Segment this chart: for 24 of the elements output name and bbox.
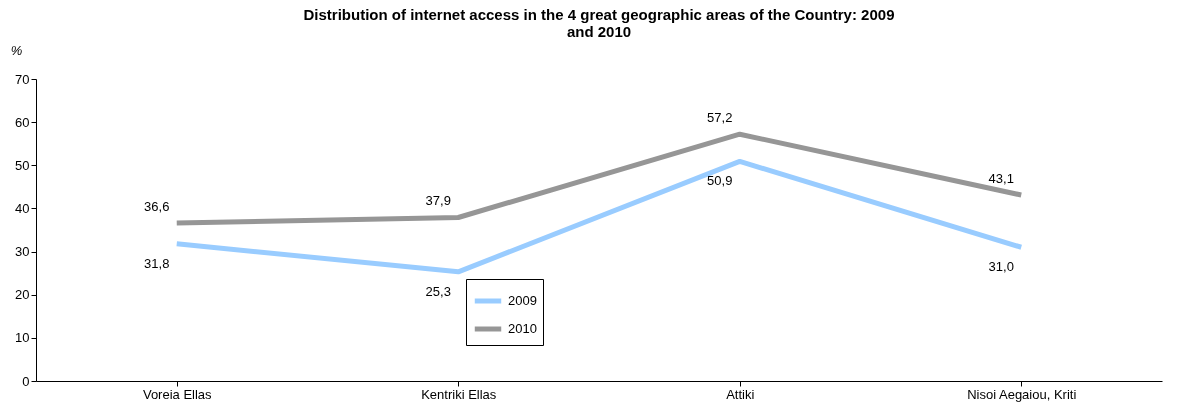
y-tick-label: 10 [15,330,30,346]
x-tick-label: Nisoi Aegaiou, Kriti [967,386,1077,402]
data-label: 25,3 [425,283,451,299]
legend-label: 2010 [508,321,537,336]
data-label: 57,2 [707,110,733,126]
data-label: 31,8 [144,255,170,271]
y-tick-label: 40 [15,200,30,216]
chart-title: Distribution of internet access in the 4 great geographic areas of the Country: 2009 and 2010 [303,6,895,40]
data-label: 43,1 [988,171,1014,187]
y-tick-label: 0 [22,373,30,389]
data-label: 50,9 [707,173,733,189]
y-tick-label: 20 [15,287,30,303]
x-tick-label: Voreia Ellas [142,386,213,402]
legend-label: 2009 [508,293,537,308]
y-axis-title: % [10,42,23,58]
y-tick-label: 60 [15,114,30,130]
y-tick-label: 30 [15,244,30,260]
y-tick-label: 70 [15,71,30,87]
data-label: 31,0 [988,259,1014,275]
y-tick-label: 50 [15,157,30,173]
data-label: 36,6 [144,199,170,215]
x-tick-label: Attiki [726,386,755,402]
x-tick-label: Kentriki Ellas [421,386,497,402]
data-label: 37,9 [425,193,451,209]
